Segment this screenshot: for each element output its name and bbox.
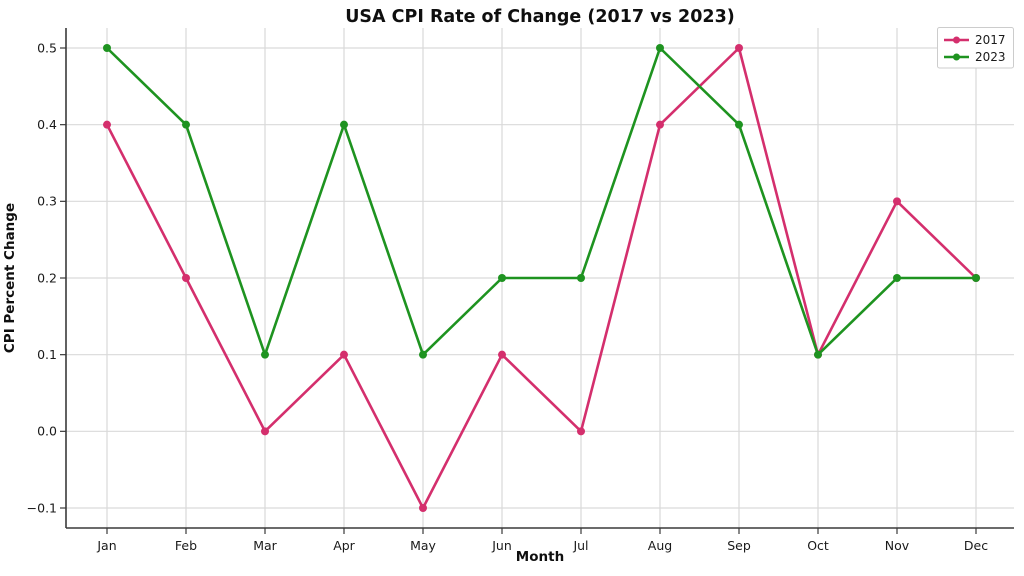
data-point-2023-Mar [261, 350, 269, 359]
data-point-2023-Jul [577, 274, 585, 283]
data-point-2017-Nov [893, 197, 901, 206]
series-line-2017 [105, 46, 978, 510]
axis-ticks: Jan Feb Mar Apr May Jun Jul Aug Sep Oct Nov Dec −0.1… [27, 40, 989, 553]
x-tick-label: Aug [648, 538, 672, 553]
data-point-2017-Sep [735, 44, 743, 52]
legend: 2017 2023 [937, 27, 1014, 69]
legend-label-2017: 2017 [975, 33, 1006, 47]
data-point-2017-May [419, 504, 427, 513]
x-tick-label: Dec [964, 538, 988, 553]
chart-title: USA CPI Rate of Change (2017 vs 2023) [345, 7, 735, 27]
data-point-2023-Aug [656, 44, 664, 52]
data-point-2023-Nov [893, 274, 901, 283]
y-tick-label: 0.1 [37, 347, 57, 362]
data-point-2023-Jan [103, 44, 111, 52]
x-tick-label: Sep [727, 538, 751, 553]
legend-item-2023: 2023 [944, 50, 1006, 64]
y-tick-label: 0.4 [37, 117, 57, 132]
data-point-2023-Sep [735, 120, 743, 129]
y-tick-label: 0.0 [37, 424, 57, 439]
legend-marker-2017 [953, 36, 960, 44]
data-point-2017-Aug [656, 120, 664, 129]
data-point-2017-Mar [261, 427, 269, 436]
x-tick-label: Mar [253, 538, 277, 553]
x-tick-label: Jun [491, 538, 512, 553]
data-point-2023-May [419, 350, 427, 359]
x-axis-label: Month [516, 549, 564, 565]
data-point-2023-Apr [340, 120, 348, 129]
y-tick-label: 0.2 [37, 270, 57, 285]
series-line-2023 [105, 46, 978, 356]
x-tick-label: Jan [96, 538, 116, 553]
x-tick-label: Jul [572, 538, 588, 553]
data-point-2023-Feb [182, 120, 190, 129]
y-tick-label: −0.1 [27, 500, 57, 515]
x-tick-label: Apr [333, 538, 355, 553]
data-point-2017-Jan [103, 120, 111, 129]
gridlines [66, 28, 1014, 528]
legend-item-2017: 2017 [944, 33, 1006, 47]
x-tick-label: Oct [807, 538, 829, 553]
series-lines [103, 44, 980, 513]
data-point-2023-Jun [498, 274, 506, 283]
x-tick-label: Nov [885, 538, 910, 553]
data-point-2023-Dec [972, 274, 980, 283]
y-axis-label: CPI Percent Change [2, 203, 18, 353]
data-point-2023-Oct [814, 350, 822, 359]
data-point-2017-Jun [498, 350, 506, 359]
data-point-2017-Apr [340, 350, 348, 359]
y-tick-label: 0.3 [37, 194, 57, 209]
legend-label-2023: 2023 [975, 50, 1006, 64]
legend-marker-2023 [953, 53, 960, 61]
data-point-2017-Feb [182, 274, 190, 283]
x-tick-label: Feb [175, 538, 197, 553]
data-point-2017-Jul [577, 427, 585, 436]
y-tick-label: 0.5 [37, 40, 57, 55]
x-tick-label: May [410, 538, 436, 553]
